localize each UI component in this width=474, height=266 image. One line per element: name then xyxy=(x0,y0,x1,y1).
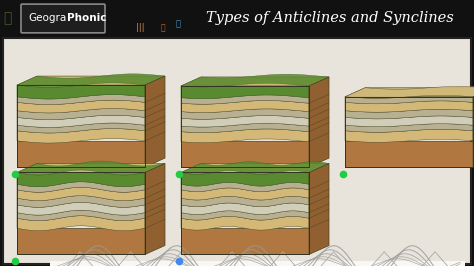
Text: Phonic: Phonic xyxy=(67,14,107,23)
Polygon shape xyxy=(181,129,309,143)
Polygon shape xyxy=(17,115,145,127)
Polygon shape xyxy=(345,95,473,104)
Polygon shape xyxy=(17,128,145,143)
Polygon shape xyxy=(17,100,145,113)
Polygon shape xyxy=(345,116,473,127)
Polygon shape xyxy=(181,77,329,86)
Polygon shape xyxy=(145,164,165,255)
Bar xyxy=(345,141,473,167)
Polygon shape xyxy=(17,196,145,207)
Text: Geogra: Geogra xyxy=(29,14,67,23)
Polygon shape xyxy=(181,216,309,230)
Polygon shape xyxy=(181,162,329,174)
Polygon shape xyxy=(181,196,309,207)
Polygon shape xyxy=(17,76,165,85)
Bar xyxy=(17,228,145,255)
FancyBboxPatch shape xyxy=(21,4,105,33)
Polygon shape xyxy=(17,74,165,87)
Polygon shape xyxy=(345,88,474,97)
Polygon shape xyxy=(345,86,474,98)
Bar xyxy=(50,261,465,266)
Polygon shape xyxy=(181,182,309,192)
Polygon shape xyxy=(17,216,145,231)
Polygon shape xyxy=(181,115,309,127)
Polygon shape xyxy=(17,187,145,201)
Polygon shape xyxy=(181,203,309,214)
Polygon shape xyxy=(17,210,145,221)
Polygon shape xyxy=(181,171,309,186)
Polygon shape xyxy=(181,109,309,119)
Polygon shape xyxy=(309,77,329,167)
Polygon shape xyxy=(17,123,145,133)
Polygon shape xyxy=(17,164,165,172)
Polygon shape xyxy=(345,129,473,142)
Polygon shape xyxy=(17,182,145,192)
Bar xyxy=(181,141,309,167)
Polygon shape xyxy=(181,188,309,200)
Polygon shape xyxy=(345,109,473,119)
Polygon shape xyxy=(17,170,145,187)
Polygon shape xyxy=(17,202,145,215)
Text: |||: ||| xyxy=(136,23,144,32)
Polygon shape xyxy=(17,109,145,120)
Polygon shape xyxy=(181,95,309,104)
Polygon shape xyxy=(181,164,329,172)
Polygon shape xyxy=(345,124,473,132)
Text: 🌲: 🌲 xyxy=(3,11,11,26)
Polygon shape xyxy=(181,83,309,99)
Text: 👥: 👥 xyxy=(161,23,165,32)
Polygon shape xyxy=(17,83,145,99)
Polygon shape xyxy=(17,161,165,175)
Polygon shape xyxy=(473,88,474,167)
Text: 🌐: 🌐 xyxy=(175,19,181,28)
Polygon shape xyxy=(181,211,309,220)
Polygon shape xyxy=(181,123,309,133)
Polygon shape xyxy=(145,76,165,167)
Text: Types of Anticlines and Synclines: Types of Anticlines and Synclines xyxy=(206,11,454,26)
Polygon shape xyxy=(309,164,329,255)
Polygon shape xyxy=(181,74,329,87)
Polygon shape xyxy=(345,101,473,112)
Polygon shape xyxy=(181,101,309,113)
Bar xyxy=(17,141,145,167)
Bar xyxy=(181,228,309,255)
Polygon shape xyxy=(17,95,145,105)
